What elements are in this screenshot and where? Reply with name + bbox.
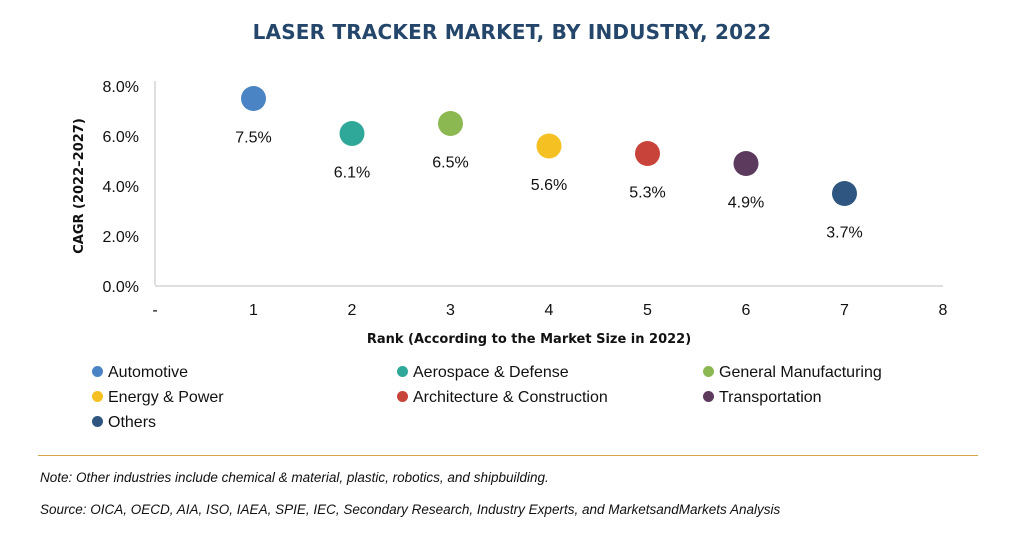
legend-label: Aerospace & Defense xyxy=(413,364,569,381)
legend-label: Others xyxy=(108,414,157,431)
x-tick-label: - xyxy=(152,302,157,319)
data-point xyxy=(241,86,266,111)
legend-item: Architecture & Construction xyxy=(397,389,608,407)
data-point xyxy=(832,181,857,206)
y-tick-label: 2.0% xyxy=(103,229,139,246)
y-tick-label: 8.0% xyxy=(103,79,139,96)
legend-marker xyxy=(397,366,408,377)
data-labels: 7.5% 6.1% 6.5% 5.6% 5.3% 4.9% 3.7% xyxy=(235,130,862,242)
y-axis-ticks: 0.0% 2.0% 4.0% 6.0% 8.0% xyxy=(103,79,139,296)
legend-item: General Manufacturing xyxy=(703,364,882,382)
scatter-chart: 0.0% 2.0% 4.0% 6.0% 8.0% - 1 2 3 4 5 6 7 8 7.5% 6.1% 6… xyxy=(72,79,948,347)
data-label: 7.5% xyxy=(235,130,271,147)
data-point xyxy=(438,111,463,136)
legend-label: Energy & Power xyxy=(108,389,224,406)
x-axis-title: Rank (According to the Market Size in 20… xyxy=(367,332,691,347)
legend-item: Others xyxy=(92,414,156,432)
y-tick-label: 0.0% xyxy=(103,279,139,296)
legend-marker xyxy=(92,391,103,402)
y-tick-label: 4.0% xyxy=(103,179,139,196)
chart-note: Note: Other industries include chemical … xyxy=(40,470,549,485)
data-label: 6.5% xyxy=(432,155,468,172)
data-point xyxy=(635,141,660,166)
x-tick-label: 1 xyxy=(249,302,258,319)
x-tick-label: 2 xyxy=(348,302,357,319)
y-tick-label: 6.0% xyxy=(103,129,139,146)
chart-axes xyxy=(154,81,943,287)
legend-item: Energy & Power xyxy=(92,389,224,407)
x-tick-label: 7 xyxy=(840,302,849,319)
legend-marker xyxy=(397,391,408,402)
divider-rule xyxy=(38,455,978,456)
legend-item: Aerospace & Defense xyxy=(397,364,569,382)
y-axis-title: CAGR (2022–2027) xyxy=(72,118,87,254)
data-point xyxy=(733,151,759,176)
legend-marker xyxy=(92,366,103,377)
legend-label: Automotive xyxy=(108,364,189,381)
data-label: 5.6% xyxy=(531,177,567,194)
legend-label: Architecture & Construction xyxy=(413,389,608,406)
legend-item: Automotive xyxy=(92,364,188,382)
legend-marker xyxy=(703,366,714,377)
legend-label: Transportation xyxy=(719,389,822,406)
x-tick-label: 3 xyxy=(446,302,455,319)
data-point xyxy=(339,121,365,146)
data-label: 5.3% xyxy=(629,185,665,202)
data-label: 4.9% xyxy=(728,195,764,212)
data-label: 6.1% xyxy=(334,165,370,182)
chart-source: Source: OICA, OECD, AIA, ISO, IAEA, SPIE… xyxy=(40,502,781,517)
data-point xyxy=(536,133,562,159)
data-points xyxy=(241,86,857,206)
chart-title: LASER TRACKER MARKET, BY INDUSTRY, 2022 xyxy=(252,20,772,44)
x-tick-label: 4 xyxy=(545,302,554,319)
x-tick-label: 5 xyxy=(643,302,652,319)
x-tick-label: 8 xyxy=(939,302,948,319)
legend-item: Transportation xyxy=(703,389,822,407)
x-tick-label: 6 xyxy=(742,302,751,319)
x-axis-ticks: - 1 2 3 4 5 6 7 8 xyxy=(152,302,947,319)
data-label: 3.7% xyxy=(826,225,862,242)
legend-marker xyxy=(92,416,103,427)
legend-marker xyxy=(703,391,714,402)
legend-label: General Manufacturing xyxy=(719,364,882,381)
